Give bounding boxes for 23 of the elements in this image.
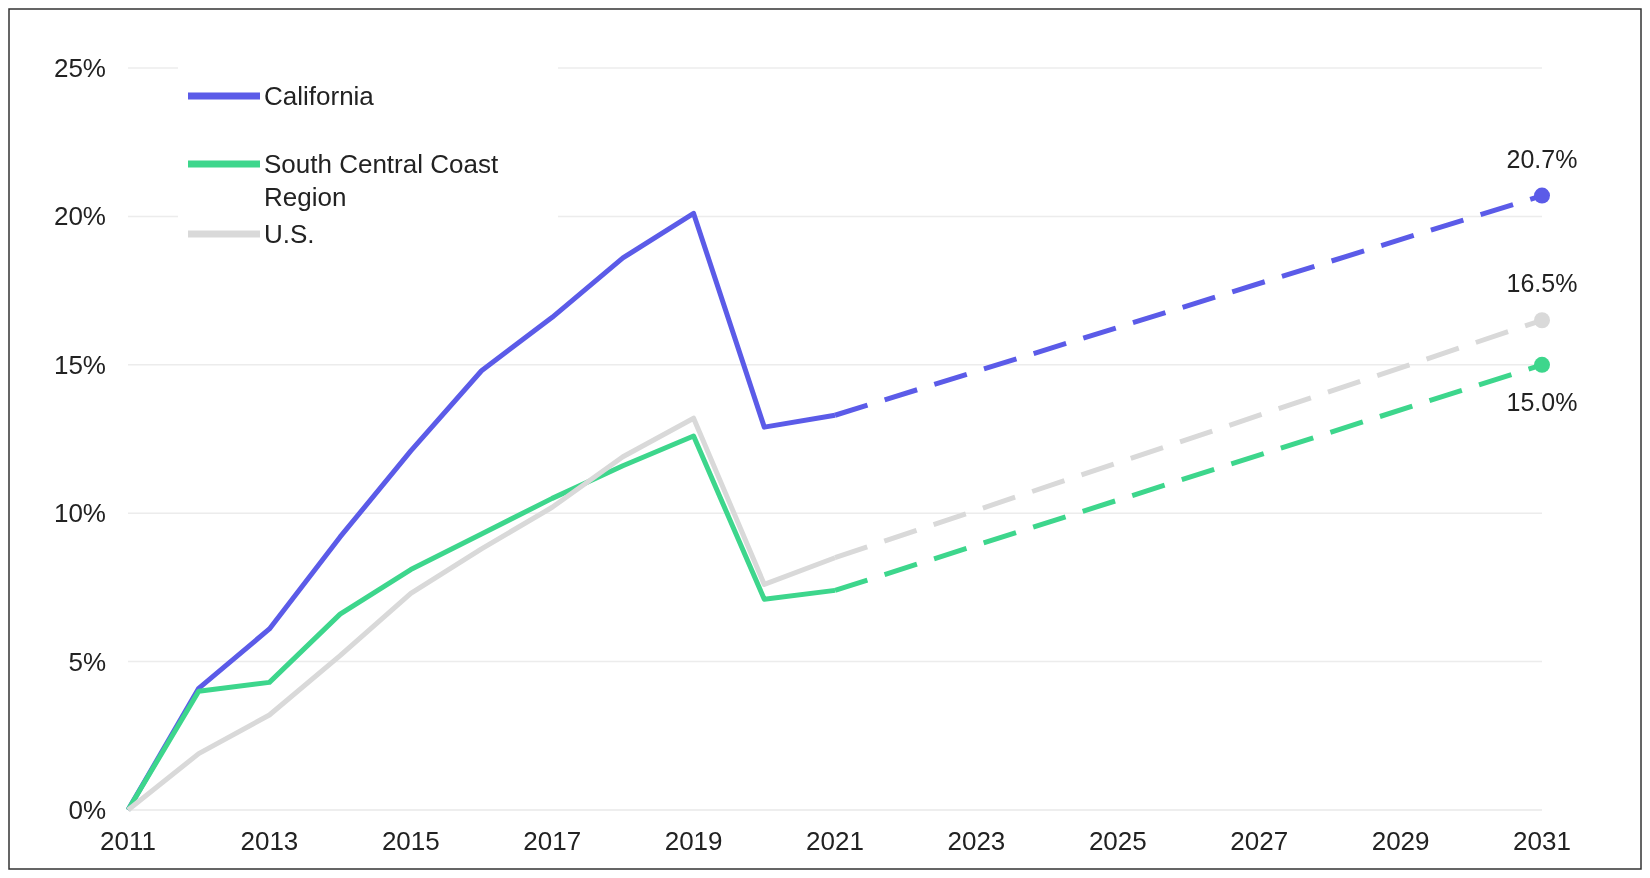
y-tick-label: 10% xyxy=(53,498,106,529)
x-tick-label: 2021 xyxy=(806,826,864,856)
y-tick-label: 5% xyxy=(68,646,106,677)
x-tick-label: 2027 xyxy=(1230,826,1289,856)
x-tick-label: 2029 xyxy=(1371,826,1430,856)
x-tick-label: 2017 xyxy=(523,826,582,856)
data-label: 20.7% xyxy=(1506,144,1578,173)
data-label: 16.5% xyxy=(1506,269,1578,298)
y-tick-label: 0% xyxy=(68,795,106,825)
y-tick-label: 20% xyxy=(53,201,106,232)
x-tick-label: 2015 xyxy=(381,826,440,856)
x-tick-label: 2031 xyxy=(1513,826,1571,856)
y-tick-label: 25% xyxy=(53,53,106,83)
x-tick-label: 2013 xyxy=(240,826,299,856)
y-tick-label: 15% xyxy=(53,349,106,380)
legend-label: California xyxy=(264,81,375,111)
data-label: 15.0% xyxy=(1506,387,1578,416)
x-tick-label: 2025 xyxy=(1088,826,1147,856)
x-tick-label: 2023 xyxy=(947,826,1006,856)
legend-label: South Central Coast Region xyxy=(264,149,499,212)
legend-label: U.S. xyxy=(264,219,315,249)
x-tick-label: 2019 xyxy=(664,826,723,856)
x-tick-label: 2011 xyxy=(100,826,156,856)
